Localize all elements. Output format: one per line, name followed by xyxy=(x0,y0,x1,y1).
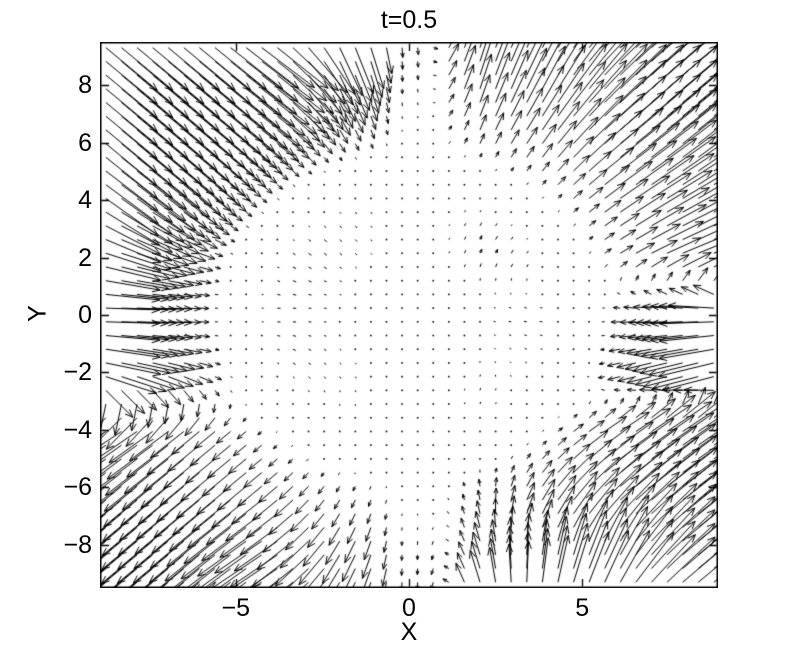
y-tick-label: −4 xyxy=(63,415,92,444)
quiver-plot-canvas xyxy=(100,42,718,588)
y-tick-label: 0 xyxy=(78,301,92,329)
y-tick-label: −8 xyxy=(63,530,92,559)
y-tick-label: 2 xyxy=(78,243,92,272)
x-axis-label: X xyxy=(400,618,418,646)
x-tick-label: 5 xyxy=(575,594,590,622)
x-tick-label: −5 xyxy=(221,594,251,622)
y-tick-label: −6 xyxy=(63,473,92,502)
y-tick-label: −2 xyxy=(63,358,92,387)
x-tick-label: 0 xyxy=(402,594,416,622)
y-tick-label: 4 xyxy=(78,186,92,215)
chart-title: t=0.5 xyxy=(380,6,438,34)
y-tick-label: 6 xyxy=(78,128,92,157)
y-tick-label: 8 xyxy=(78,71,92,100)
